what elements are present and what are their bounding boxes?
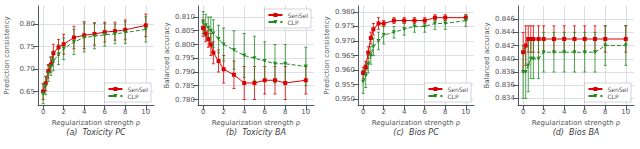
svg-text:CLP: CLP <box>127 93 139 100</box>
svg-text:2: 2 <box>541 108 545 116</box>
svg-text:6: 6 <box>422 108 427 116</box>
svg-text:0.838: 0.838 <box>495 68 515 76</box>
svg-text:0.805: 0.805 <box>175 27 195 35</box>
svg-text:0: 0 <box>201 108 205 116</box>
svg-text:(d) Bios BA: (d) Bios BA <box>553 128 600 137</box>
svg-text:0.980: 0.980 <box>335 8 355 16</box>
svg-text:Regularization strength ρ: Regularization strength ρ <box>532 119 621 127</box>
svg-text:4: 4 <box>562 108 567 116</box>
svg-text:0.80: 0.80 <box>19 20 35 28</box>
svg-text:0.785: 0.785 <box>175 82 195 90</box>
svg-text:Balanced accuracy: Balanced accuracy <box>483 22 491 88</box>
svg-text:0.975: 0.975 <box>335 22 355 30</box>
svg-text:0.780: 0.780 <box>175 96 195 104</box>
svg-text:2: 2 <box>221 108 225 116</box>
svg-text:0.836: 0.836 <box>495 81 516 89</box>
svg-text:0.842: 0.842 <box>495 42 515 50</box>
svg-text:4: 4 <box>242 108 247 116</box>
svg-text:0.844: 0.844 <box>495 28 516 36</box>
svg-text:8: 8 <box>283 108 287 116</box>
svg-text:Regularization strength ρ: Regularization strength ρ <box>212 119 301 127</box>
svg-text:0.960: 0.960 <box>335 66 355 74</box>
svg-text:4: 4 <box>82 108 87 116</box>
svg-text:0.834: 0.834 <box>495 94 516 102</box>
svg-text:8: 8 <box>123 108 127 116</box>
svg-text:2: 2 <box>381 108 385 116</box>
svg-text:2: 2 <box>61 108 65 116</box>
svg-text:0: 0 <box>41 108 45 116</box>
svg-text:CLP: CLP <box>447 93 459 100</box>
svg-text:(c) Bios PC: (c) Bios PC <box>393 128 439 137</box>
svg-text:4: 4 <box>402 108 407 116</box>
svg-text:Regularization strength ρ: Regularization strength ρ <box>372 119 461 127</box>
svg-text:SenSeI: SenSeI <box>287 12 308 19</box>
svg-text:8: 8 <box>443 108 447 116</box>
svg-text:0.840: 0.840 <box>495 55 515 63</box>
svg-text:8: 8 <box>603 108 607 116</box>
svg-text:0: 0 <box>521 108 525 116</box>
svg-text:CLP: CLP <box>607 93 619 100</box>
svg-text:0.70: 0.70 <box>19 65 35 73</box>
svg-text:10: 10 <box>461 108 470 116</box>
svg-text:6: 6 <box>102 108 107 116</box>
svg-text:0.65: 0.65 <box>19 88 35 96</box>
svg-text:Regularization strength ρ: Regularization strength ρ <box>52 119 141 127</box>
svg-text:0.810: 0.810 <box>175 13 195 21</box>
svg-text:6: 6 <box>262 108 267 116</box>
svg-text:0.846: 0.846 <box>495 15 516 23</box>
svg-text:SenSeI: SenSeI <box>127 86 148 93</box>
svg-text:0.950: 0.950 <box>335 95 355 103</box>
svg-text:(a) Toxicity PC: (a) Toxicity PC <box>66 128 126 137</box>
svg-text:10: 10 <box>301 108 310 116</box>
svg-text:0.75: 0.75 <box>19 43 35 51</box>
svg-text:0.790: 0.790 <box>175 68 195 76</box>
svg-text:SenSeI: SenSeI <box>447 86 468 93</box>
svg-text:6: 6 <box>582 108 587 116</box>
svg-text:0.800: 0.800 <box>175 41 195 49</box>
svg-text:Prediction consistency: Prediction consistency <box>3 16 11 94</box>
svg-text:0.955: 0.955 <box>335 81 355 89</box>
svg-text:10: 10 <box>141 108 150 116</box>
svg-text:SenSeI: SenSeI <box>607 86 628 93</box>
svg-text:(b) Toxicity BA: (b) Toxicity BA <box>226 128 286 137</box>
svg-text:0: 0 <box>361 108 365 116</box>
svg-text:Balanced accuracy: Balanced accuracy <box>163 22 171 88</box>
svg-text:0.795: 0.795 <box>175 54 195 62</box>
svg-text:0.970: 0.970 <box>335 37 355 45</box>
svg-text:Prediction consistency: Prediction consistency <box>323 16 331 94</box>
svg-text:CLP: CLP <box>287 19 299 26</box>
svg-text:0.965: 0.965 <box>335 52 355 60</box>
svg-text:10: 10 <box>621 108 630 116</box>
